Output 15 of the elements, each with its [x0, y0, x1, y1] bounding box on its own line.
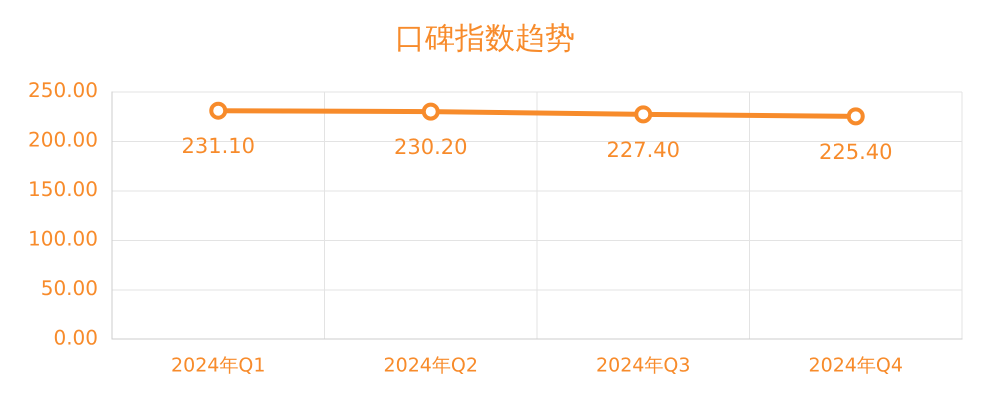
x-tick-label: 2024年Q2 — [384, 354, 478, 377]
y-tick-label: 50.00 — [40, 276, 98, 300]
y-tick-label: 0.00 — [53, 325, 98, 350]
y-tick-label: 200.00 — [28, 128, 98, 152]
data-label: 230.20 — [394, 135, 468, 160]
data-label: 227.40 — [606, 138, 680, 162]
y-tick-label: 150.00 — [28, 177, 98, 202]
data-label: 225.40 — [819, 140, 892, 164]
x-tick-label: 2024年Q1 — [171, 354, 266, 377]
chart-title: 口碑指数趋势 — [395, 20, 575, 56]
y-tick-label: 250.00 — [28, 78, 98, 102]
x-tick-label: 2024年Q4 — [808, 354, 903, 377]
x-tick-label: 2024年Q3 — [596, 354, 690, 377]
y-tick-label: 100.00 — [28, 226, 98, 251]
data-label: 231.10 — [182, 134, 255, 158]
